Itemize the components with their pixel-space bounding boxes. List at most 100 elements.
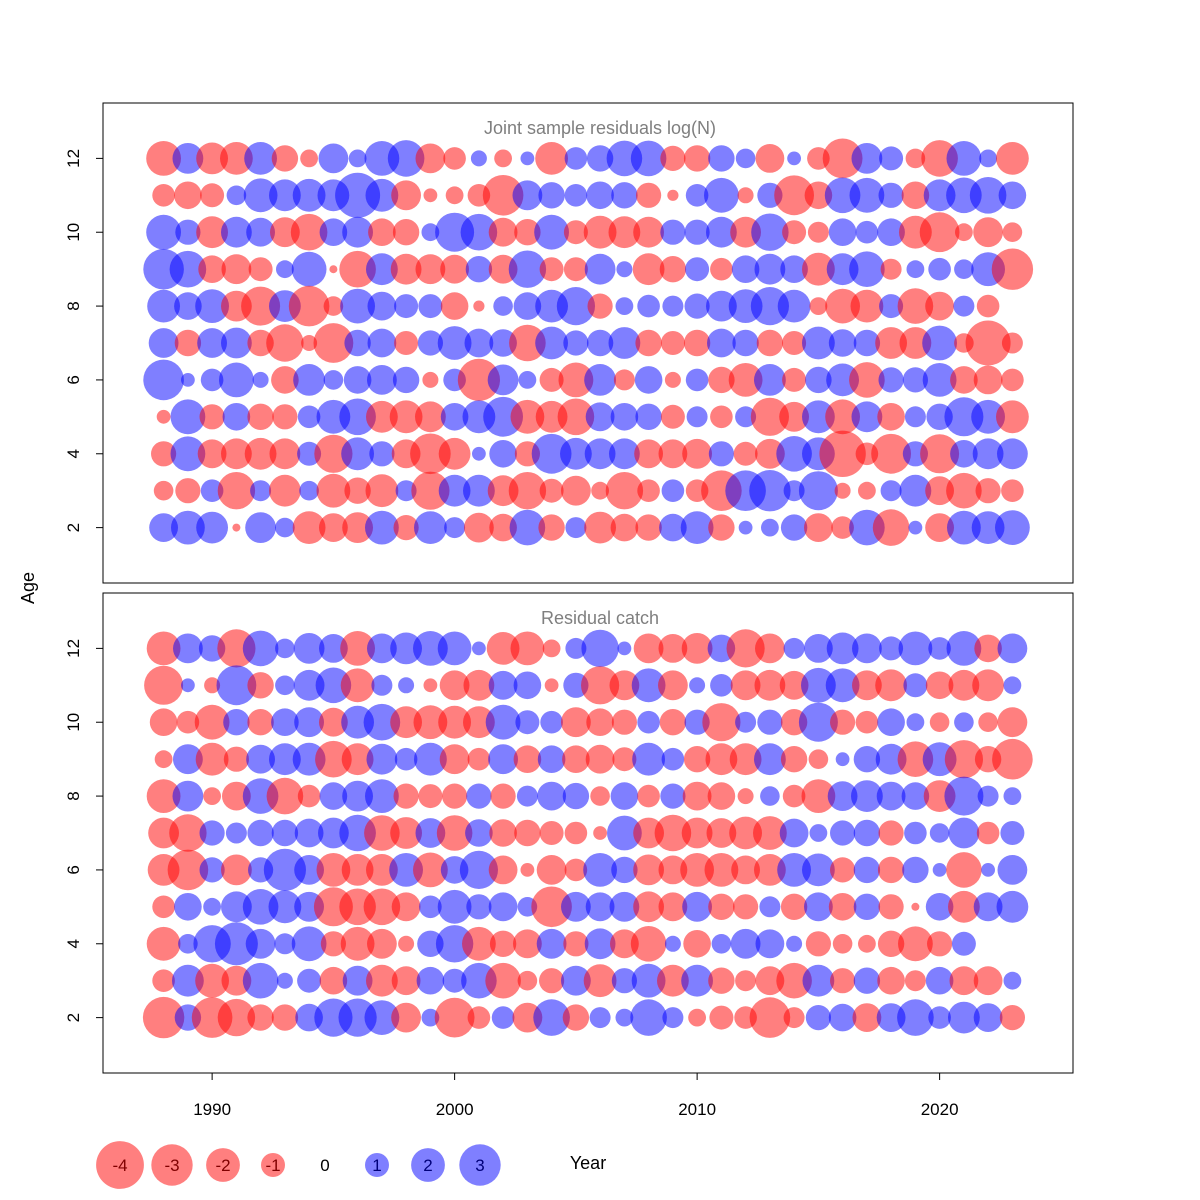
bubble (391, 1002, 421, 1033)
bubble (366, 253, 398, 286)
bubble (513, 671, 542, 700)
bubble (531, 433, 572, 474)
bubble (276, 260, 294, 279)
bubble (410, 433, 451, 475)
bubble (710, 405, 733, 429)
bubble (221, 216, 252, 248)
bubble (929, 823, 950, 843)
bubble (294, 707, 324, 738)
bubble (153, 480, 174, 501)
bubble (783, 1007, 805, 1029)
bubble (586, 329, 614, 357)
bubble (329, 265, 338, 274)
bubble (390, 253, 422, 285)
bubble (587, 293, 613, 319)
bubble (683, 145, 711, 172)
bubble (539, 968, 565, 994)
bubble (535, 142, 568, 175)
bubble (272, 404, 298, 430)
bubble (246, 744, 275, 774)
bubble (733, 894, 759, 920)
bubble (490, 783, 516, 809)
bubble (248, 257, 273, 282)
bubble (584, 253, 616, 285)
bubble (297, 968, 322, 993)
bubble (635, 329, 662, 357)
bubble (367, 928, 397, 959)
bubble (217, 998, 256, 1037)
bubble (584, 511, 616, 544)
bubble (363, 703, 401, 741)
bubble (805, 1005, 832, 1031)
bubble (514, 819, 541, 847)
bubble (181, 373, 195, 387)
bubble (416, 966, 445, 995)
bubble (630, 999, 667, 1036)
bubble (661, 747, 685, 771)
bubble (708, 441, 735, 467)
bubble (556, 287, 596, 326)
bubble (683, 329, 711, 357)
bubble (438, 474, 471, 507)
y-tick-label: 6 (64, 865, 83, 874)
bubble (880, 258, 902, 280)
bubble (809, 297, 828, 315)
bubble (853, 967, 881, 994)
bubble (786, 935, 803, 952)
bubble (830, 968, 856, 994)
bubble (438, 705, 471, 739)
bubble (685, 257, 710, 282)
bubble (203, 897, 222, 916)
bubble (735, 406, 757, 428)
legend: -4 -3 -2 -1 0 1 2 3 (96, 1141, 501, 1189)
bubble (630, 140, 667, 177)
bubble (585, 402, 615, 432)
bubble (682, 891, 712, 922)
panel-top-frame (102, 102, 1074, 584)
bubble (1002, 222, 1023, 242)
bubble (609, 891, 640, 922)
bubble (316, 853, 351, 887)
bubble (226, 185, 247, 206)
bubble (750, 397, 790, 436)
bubble (738, 520, 753, 535)
bubble (319, 513, 348, 542)
bubble (276, 972, 293, 989)
bubble (269, 743, 301, 776)
bubble (196, 216, 229, 249)
bubble (879, 294, 904, 319)
legend-label: -1 (265, 1156, 280, 1175)
bubble (954, 712, 974, 732)
bubble (565, 517, 587, 539)
bubble (852, 670, 882, 701)
bubble (269, 474, 301, 507)
legend-label: -3 (164, 1156, 179, 1175)
y-tick-label: 4 (64, 449, 83, 458)
bubble (442, 783, 468, 809)
bubble (297, 784, 321, 808)
bubble (923, 179, 956, 212)
bubble (170, 436, 206, 472)
bubble (275, 675, 295, 696)
bubble (798, 471, 838, 511)
bubble (802, 400, 835, 434)
legend-label: -2 (215, 1156, 230, 1175)
bubble (219, 362, 254, 398)
bubble (998, 181, 1027, 210)
bubble (531, 886, 572, 928)
bubble (315, 740, 352, 778)
bubble (465, 819, 493, 847)
bubble (341, 854, 374, 886)
bubble (299, 480, 319, 501)
bubble (875, 669, 907, 702)
bubble (633, 891, 664, 923)
bubble (459, 850, 498, 890)
bubble (413, 705, 448, 740)
bubble (953, 295, 975, 317)
bubble (314, 434, 353, 473)
bubble (928, 1006, 951, 1029)
bubble (611, 709, 638, 735)
bubble (729, 743, 762, 776)
bubble (221, 854, 252, 886)
bubble (830, 820, 856, 846)
